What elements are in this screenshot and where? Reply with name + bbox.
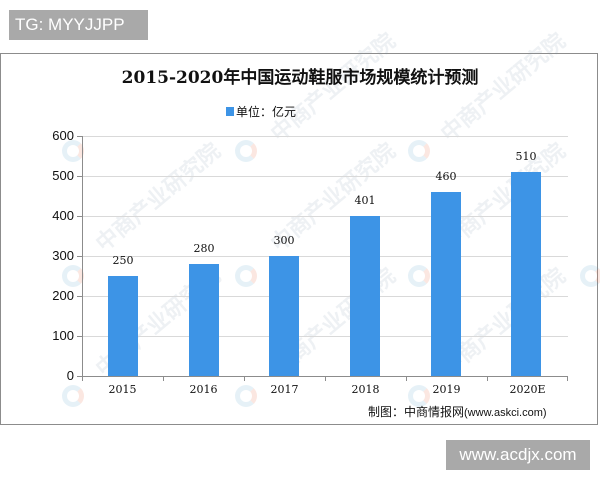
watermark-logo-icon bbox=[62, 140, 84, 162]
y-tick-label: 100 bbox=[52, 328, 74, 343]
chart-source: 制图：中商情报网(www.askci.com) bbox=[368, 403, 547, 420]
bar-2018 bbox=[350, 216, 380, 376]
bar-2019 bbox=[431, 192, 461, 376]
y-tick-label: 300 bbox=[52, 248, 74, 263]
gridline bbox=[82, 256, 568, 257]
watermark-logo-icon bbox=[580, 265, 600, 287]
x-tick-label: 2019 bbox=[432, 383, 461, 396]
y-tick-label: 500 bbox=[52, 168, 74, 183]
bar-2016 bbox=[189, 264, 219, 376]
watermark-logo-icon bbox=[235, 385, 257, 407]
bar-value-label: 300 bbox=[273, 234, 295, 247]
x-tick-mark bbox=[487, 376, 488, 381]
watermark-logo-icon bbox=[62, 265, 84, 287]
watermark-logo-icon bbox=[62, 385, 84, 407]
source-url: (www.askci.com) bbox=[464, 407, 547, 419]
gridline bbox=[82, 176, 568, 177]
legend-label: 单位：亿元 bbox=[236, 105, 297, 119]
bar-value-label: 250 bbox=[112, 254, 134, 267]
x-tick-mark bbox=[406, 376, 407, 381]
y-tick-mark bbox=[77, 176, 82, 177]
x-tick-mark bbox=[82, 376, 83, 381]
x-tick-mark bbox=[567, 376, 568, 381]
y-axis bbox=[82, 136, 83, 377]
y-tick-label: 600 bbox=[52, 128, 74, 143]
legend-swatch bbox=[226, 107, 234, 116]
y-tick-mark bbox=[77, 216, 82, 217]
x-tick-mark bbox=[163, 376, 164, 381]
y-tick-mark bbox=[77, 336, 82, 337]
x-tick-label: 2018 bbox=[351, 383, 380, 396]
gridline bbox=[82, 296, 568, 297]
x-tick-mark bbox=[325, 376, 326, 381]
y-tick-mark bbox=[77, 376, 82, 377]
x-tick-label: 2016 bbox=[189, 383, 218, 396]
y-tick-label: 400 bbox=[52, 208, 74, 223]
bar-value-label: 460 bbox=[435, 170, 457, 183]
gridline bbox=[82, 336, 568, 337]
gridline bbox=[82, 136, 568, 137]
x-tick-label: 2017 bbox=[270, 383, 299, 396]
x-tick-mark bbox=[244, 376, 245, 381]
x-tick-label: 2015 bbox=[108, 383, 137, 396]
chart-frame bbox=[0, 53, 598, 425]
y-tick-label: 200 bbox=[52, 288, 74, 303]
bar-value-label: 280 bbox=[193, 242, 215, 255]
watermark-logo-icon bbox=[235, 265, 257, 287]
plot-area bbox=[82, 136, 568, 376]
source-label: 制图：中商情报网 bbox=[368, 405, 465, 419]
bar-value-label: 401 bbox=[354, 194, 376, 207]
tg-watermark-badge: TG: MYYJJPP bbox=[9, 10, 148, 40]
y-tick-mark bbox=[77, 136, 82, 137]
watermark-logo-icon bbox=[408, 140, 430, 162]
site-watermark-badge: www.acdjx.com bbox=[446, 440, 590, 470]
bar-2015 bbox=[108, 276, 138, 376]
watermark-logo-icon bbox=[408, 265, 430, 287]
gridline bbox=[82, 216, 568, 217]
chart-legend: 单位：亿元 bbox=[226, 103, 296, 120]
y-tick-label: 0 bbox=[66, 368, 74, 383]
chart-title: 2015-2020年中国运动鞋服市场规模统计预测 bbox=[121, 68, 479, 88]
watermark-logo-icon bbox=[408, 385, 430, 407]
bar-2017 bbox=[269, 256, 299, 376]
x-tick-label: 2020E bbox=[509, 383, 546, 396]
y-tick-mark bbox=[77, 256, 82, 257]
y-tick-mark bbox=[77, 296, 82, 297]
watermark-logo-icon bbox=[235, 140, 257, 162]
bar-value-label: 510 bbox=[515, 150, 537, 163]
bar-2020e bbox=[511, 172, 541, 376]
chart-frame-left-border bbox=[0, 53, 1, 425]
